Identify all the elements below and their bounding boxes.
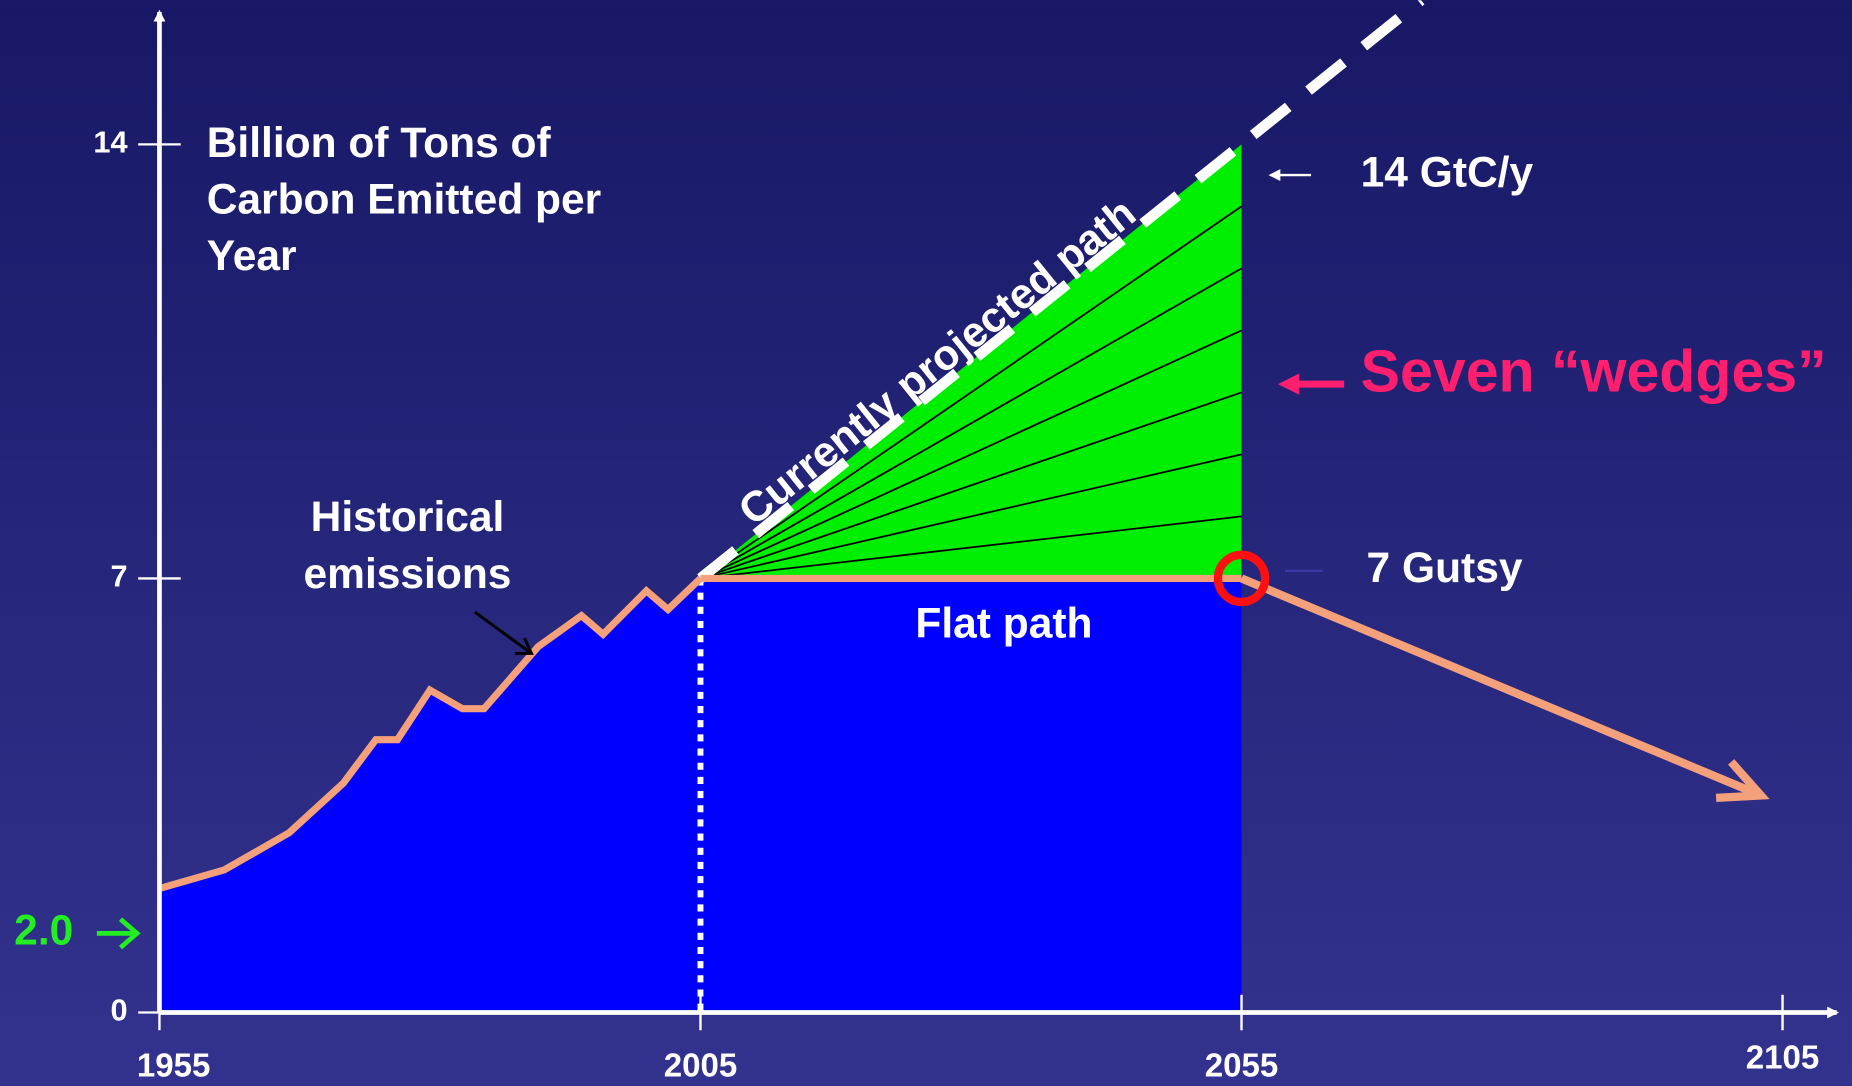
historical-pointer	[473, 610, 533, 655]
gutsy-label: 7 Gutsy	[1367, 545, 1523, 592]
y-axis-label: Year	[207, 233, 297, 280]
wedge-boundary	[700, 329, 1242, 580]
historical-pointer-head	[514, 637, 534, 655]
flat-label: Flat path	[915, 601, 1092, 648]
historical-label: Historical	[311, 494, 505, 541]
x-tick-label: 2105	[1746, 1039, 1820, 1076]
y-tick-label: 14	[93, 124, 127, 159]
start-value-label: 2.0	[14, 908, 73, 955]
historical-label: emissions	[304, 551, 512, 598]
projected-path	[697, 0, 1425, 583]
gutsy-arrowhead	[1715, 759, 1770, 803]
x-tick-label: 2005	[664, 1048, 738, 1085]
wedge-boundary	[699, 205, 1243, 580]
y-axis-label: Billion of Tons of	[207, 120, 552, 167]
x-tick-label: 1955	[137, 1048, 211, 1085]
y-tick-label: 0	[110, 993, 127, 1028]
wedge-boundary	[700, 267, 1242, 580]
historical-line	[158, 575, 703, 892]
wedge-boundary	[700, 453, 1242, 580]
gutsy-line	[1239, 574, 1763, 800]
start-value-arrow	[96, 917, 141, 950]
end-value-label: 14 GtC/y	[1361, 149, 1534, 196]
wedge-boundary	[700, 515, 1242, 580]
flat-area	[700, 578, 1242, 1013]
y-axis-label: Carbon Emitted per	[207, 176, 602, 223]
wedges-arrowhead	[1277, 373, 1300, 395]
plot: 0 7 14 1955 2005 2055 2105 Billion of Tons of Ca…	[14, 0, 1840, 1085]
wedges-label: Seven “wedges”	[1361, 338, 1827, 404]
historical-area	[159, 578, 701, 1013]
y-tick-label: 7	[110, 559, 127, 594]
gutsy-marker	[1213, 550, 1270, 607]
wedge-boundary	[700, 391, 1242, 580]
x-tick-label: 2055	[1205, 1048, 1279, 1085]
